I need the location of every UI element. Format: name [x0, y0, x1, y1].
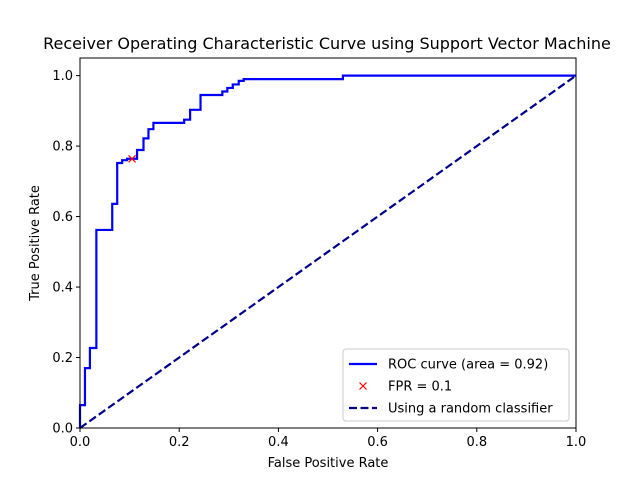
chart-title: Receiver Operating Characteristic Curve … [43, 34, 611, 53]
x-tick-label: 0.0 [70, 435, 91, 450]
legend-swatch-fpr-marker [359, 382, 367, 390]
legend-label: ROC curve (area = 0.92) [388, 358, 548, 373]
y-tick-label: 0.0 [52, 422, 73, 437]
fpr-marker-point [128, 154, 137, 163]
plot-frame [79, 57, 577, 429]
legend-label: FPR = 0.1 [388, 380, 452, 395]
legend-label: Using a random classifier [388, 402, 553, 417]
y-tick-label: 0.4 [52, 281, 73, 296]
roc-curve-line [78, 74, 576, 428]
x-tick-label: 0.8 [466, 435, 487, 450]
y-tick-label: 1.0 [52, 69, 73, 84]
random-classifier-line [79, 74, 577, 429]
legend-box [342, 348, 570, 422]
x-tick-label: 0.6 [367, 435, 388, 450]
y-tick-label: 0.2 [52, 351, 73, 366]
x-tick-label: 1.0 [566, 435, 587, 450]
x-tick-label: 0.2 [169, 435, 190, 450]
legend: ROC curve (area = 0.92) FPR = 0.1 Using a … [342, 348, 570, 422]
y-axis-label: True Positive Rate [28, 185, 43, 302]
x-axis-label: False Positive Rate [268, 456, 389, 471]
x-tick-label: 0.4 [268, 435, 289, 450]
y-tick-label: 0.8 [52, 140, 73, 155]
y-tick-label: 0.6 [52, 210, 73, 225]
